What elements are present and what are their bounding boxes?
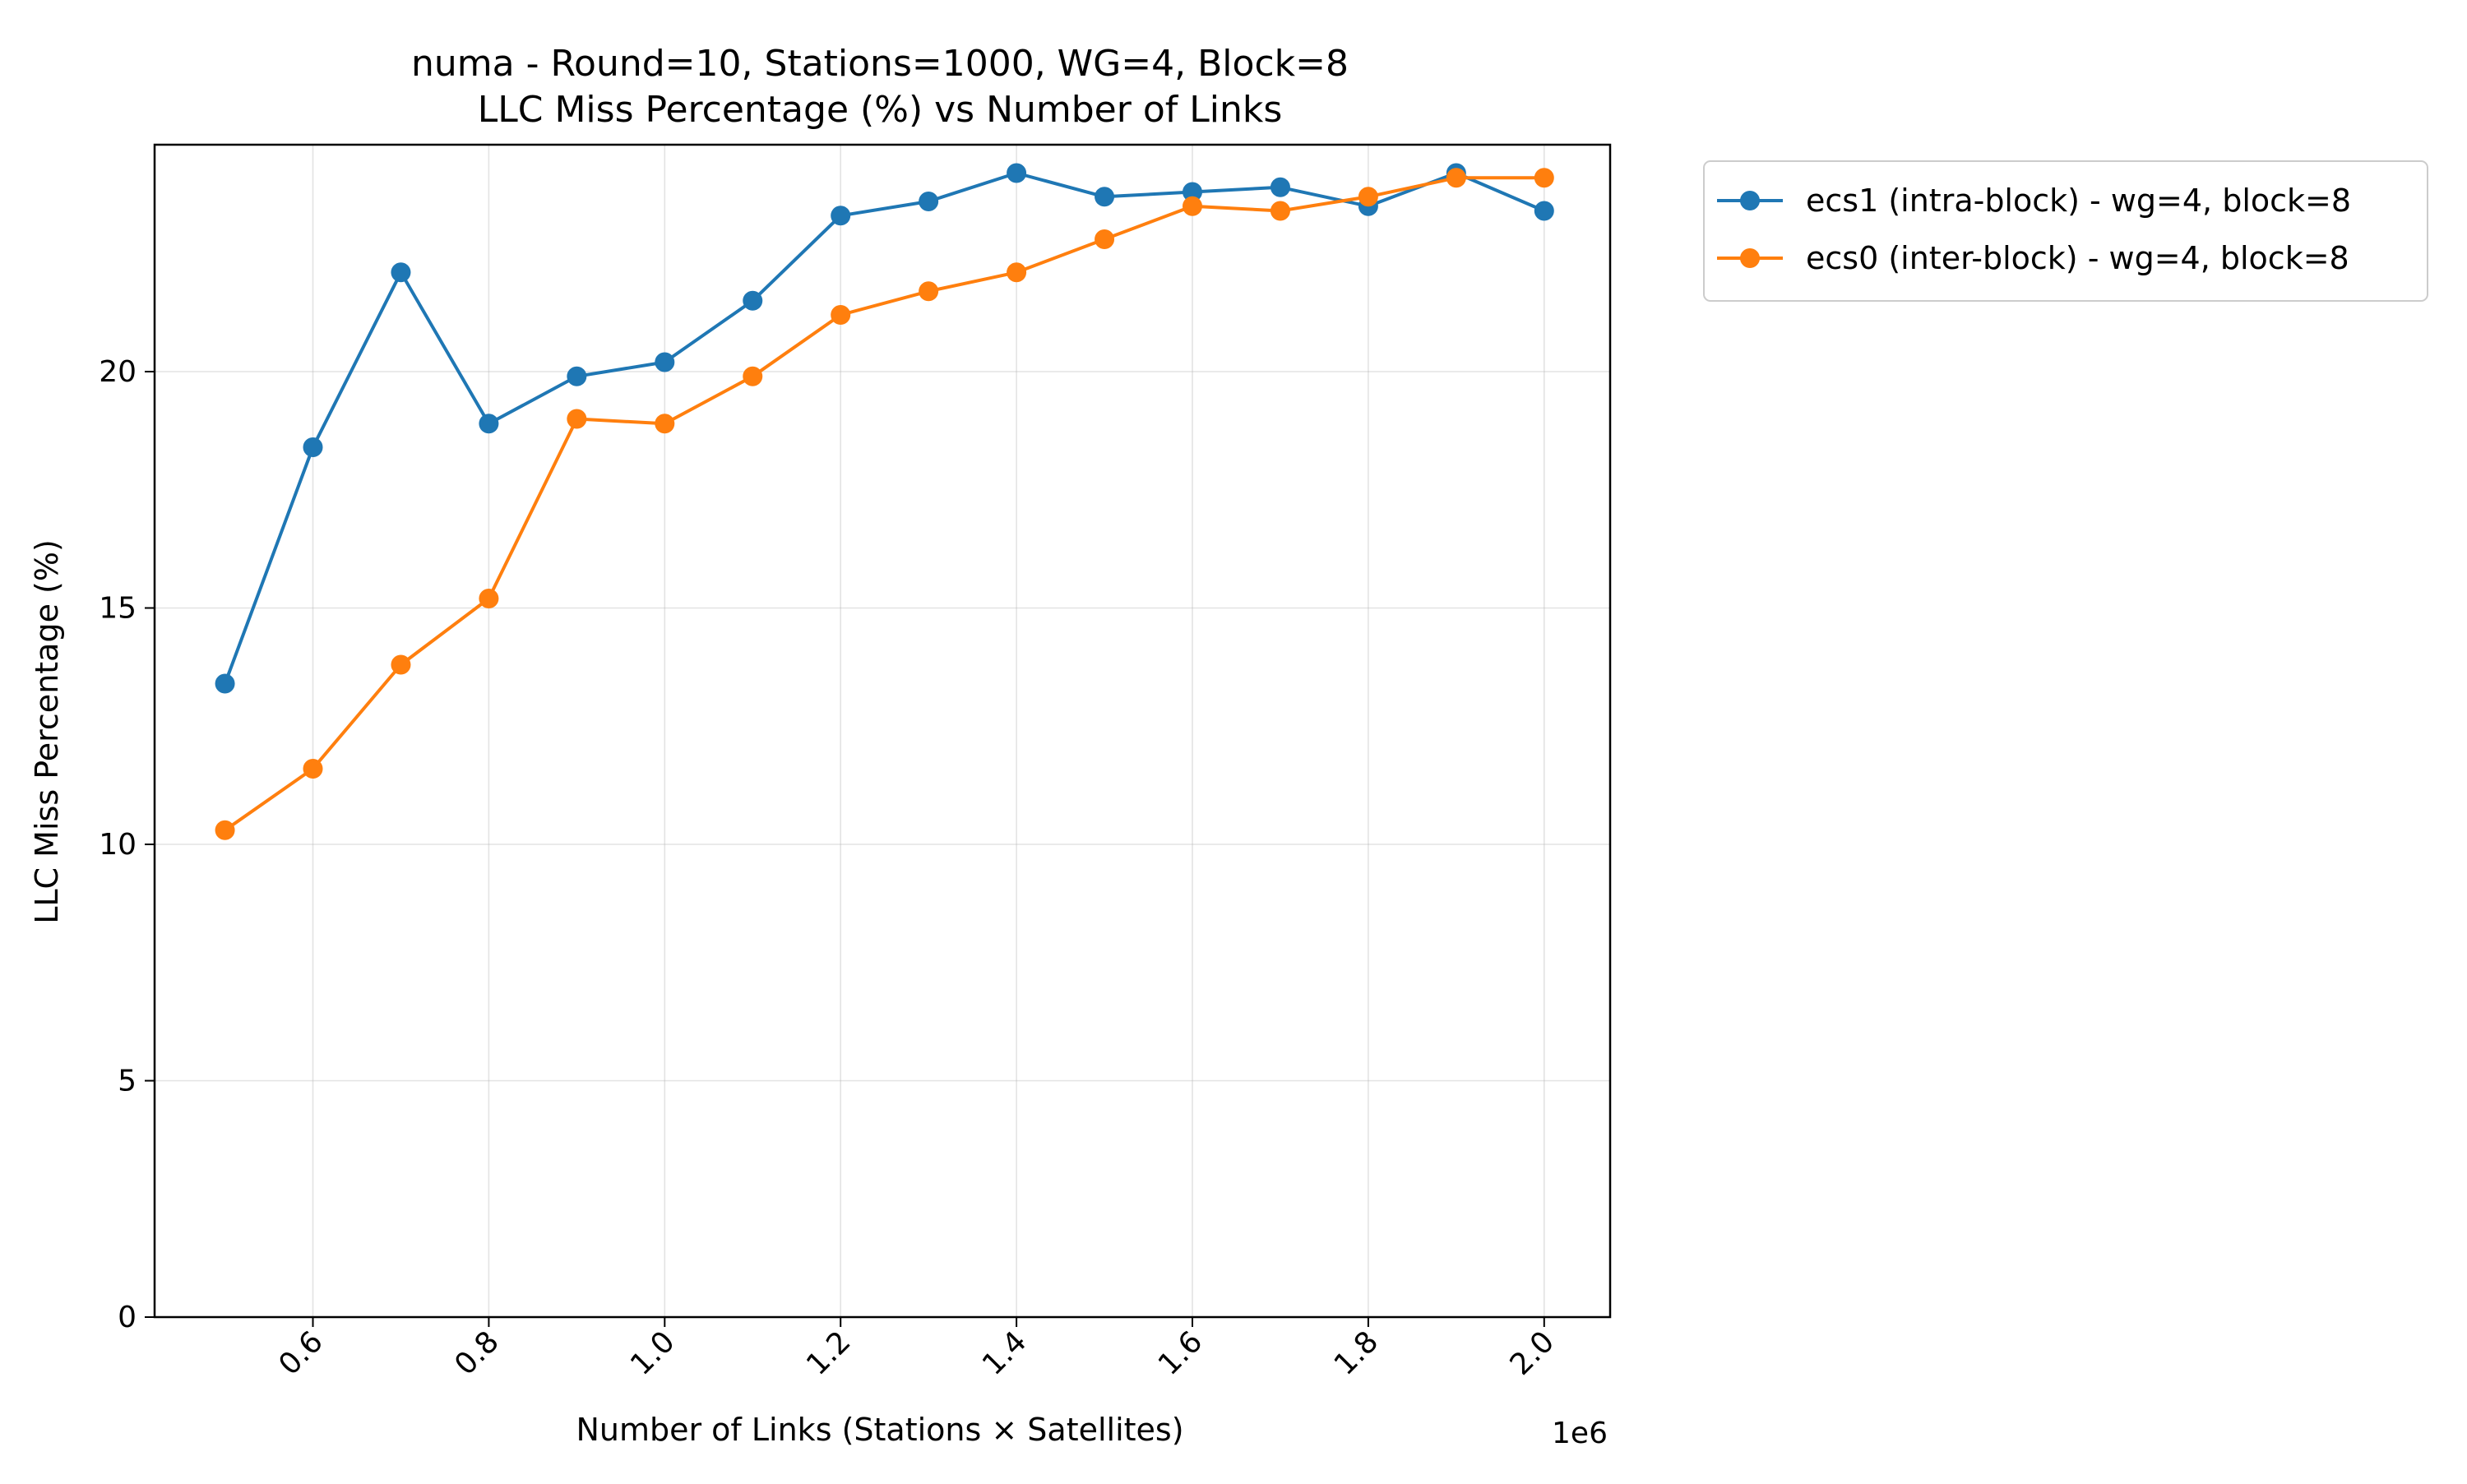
- data-point: [1095, 187, 1115, 207]
- y-axis-label: LLC Miss Percentage (%): [29, 539, 65, 924]
- data-point: [567, 409, 587, 429]
- data-point: [479, 589, 499, 608]
- series-line: [224, 176, 1544, 832]
- data-point: [1182, 182, 1202, 202]
- series-line: [223, 171, 1545, 685]
- data-point: [831, 305, 851, 325]
- legend-label: ecs1 (intra-block) - wg=4, block=8: [1806, 183, 2351, 219]
- x-tick-label: 1.2: [800, 1325, 857, 1381]
- data-point: [479, 414, 499, 434]
- legend-marker: [1740, 248, 1760, 268]
- data-point: [1270, 201, 1290, 221]
- grid-lines: [155, 145, 1610, 1318]
- data-point: [215, 673, 235, 694]
- data-point: [1182, 196, 1202, 216]
- x-tick-label: 1.0: [624, 1325, 681, 1381]
- x-axis-offset-label: 1e6: [1552, 1417, 1608, 1450]
- x-tick-label: 1.4: [976, 1325, 1033, 1381]
- data-point: [1095, 229, 1115, 249]
- data-point: [303, 437, 323, 457]
- data-point: [1007, 262, 1027, 283]
- data-point: [743, 290, 763, 311]
- y-tick-label: 15: [99, 592, 137, 626]
- plot-area-frame: [153, 143, 1612, 1319]
- data-point: [1534, 168, 1554, 188]
- axis-ticks: 0 5 10 15 20 0.6 0.8 1.0 1.2 1.4 1.6 1.8 2.0: [99, 355, 1561, 1382]
- x-tick-label: 0.6: [272, 1325, 329, 1381]
- legend-box: [1703, 160, 2428, 302]
- x-tick-label: 0.8: [448, 1325, 505, 1381]
- data-point: [655, 414, 675, 434]
- series-2: [215, 168, 1554, 840]
- data-point: [215, 820, 235, 840]
- legend-marker: [1740, 191, 1760, 210]
- data-point: [391, 654, 411, 675]
- y-tick-label: 5: [118, 1065, 137, 1098]
- data-point: [567, 366, 587, 386]
- x-tick-label: 1.8: [1328, 1325, 1385, 1381]
- series-layer: [215, 163, 1554, 840]
- series-1: [215, 163, 1554, 694]
- data-point: [919, 281, 939, 302]
- data-point: [1534, 201, 1554, 221]
- data-point: [831, 206, 851, 226]
- y-tick-label: 20: [99, 355, 137, 389]
- chart-subtitle: LLC Miss Percentage (%) vs Number of Lin…: [478, 89, 1283, 131]
- data-point: [1358, 187, 1378, 207]
- x-tick-label: 2.0: [1504, 1325, 1561, 1381]
- legend-label: ecs0 (inter-block) - wg=4, block=8: [1806, 240, 2349, 276]
- data-point: [743, 366, 763, 386]
- legend: ecs1 (intra-block) - wg=4, block=8 ecs0 (…: [1703, 160, 2428, 302]
- data-point: [1446, 168, 1466, 188]
- y-tick-label: 10: [99, 828, 137, 862]
- data-point: [655, 352, 675, 372]
- y-tick-label: 0: [118, 1301, 137, 1334]
- x-axis-label: Number of Links (Stations × Satellites): [576, 1412, 1183, 1448]
- x-tick-label: 1.6: [1152, 1325, 1209, 1381]
- data-point: [1007, 163, 1027, 183]
- data-point: [919, 192, 939, 211]
- data-point: [391, 262, 411, 283]
- data-point: [303, 759, 323, 779]
- chart-title: numa - Round=10, Stations=1000, WG=4, Bl…: [411, 43, 1349, 85]
- data-point: [1270, 177, 1290, 197]
